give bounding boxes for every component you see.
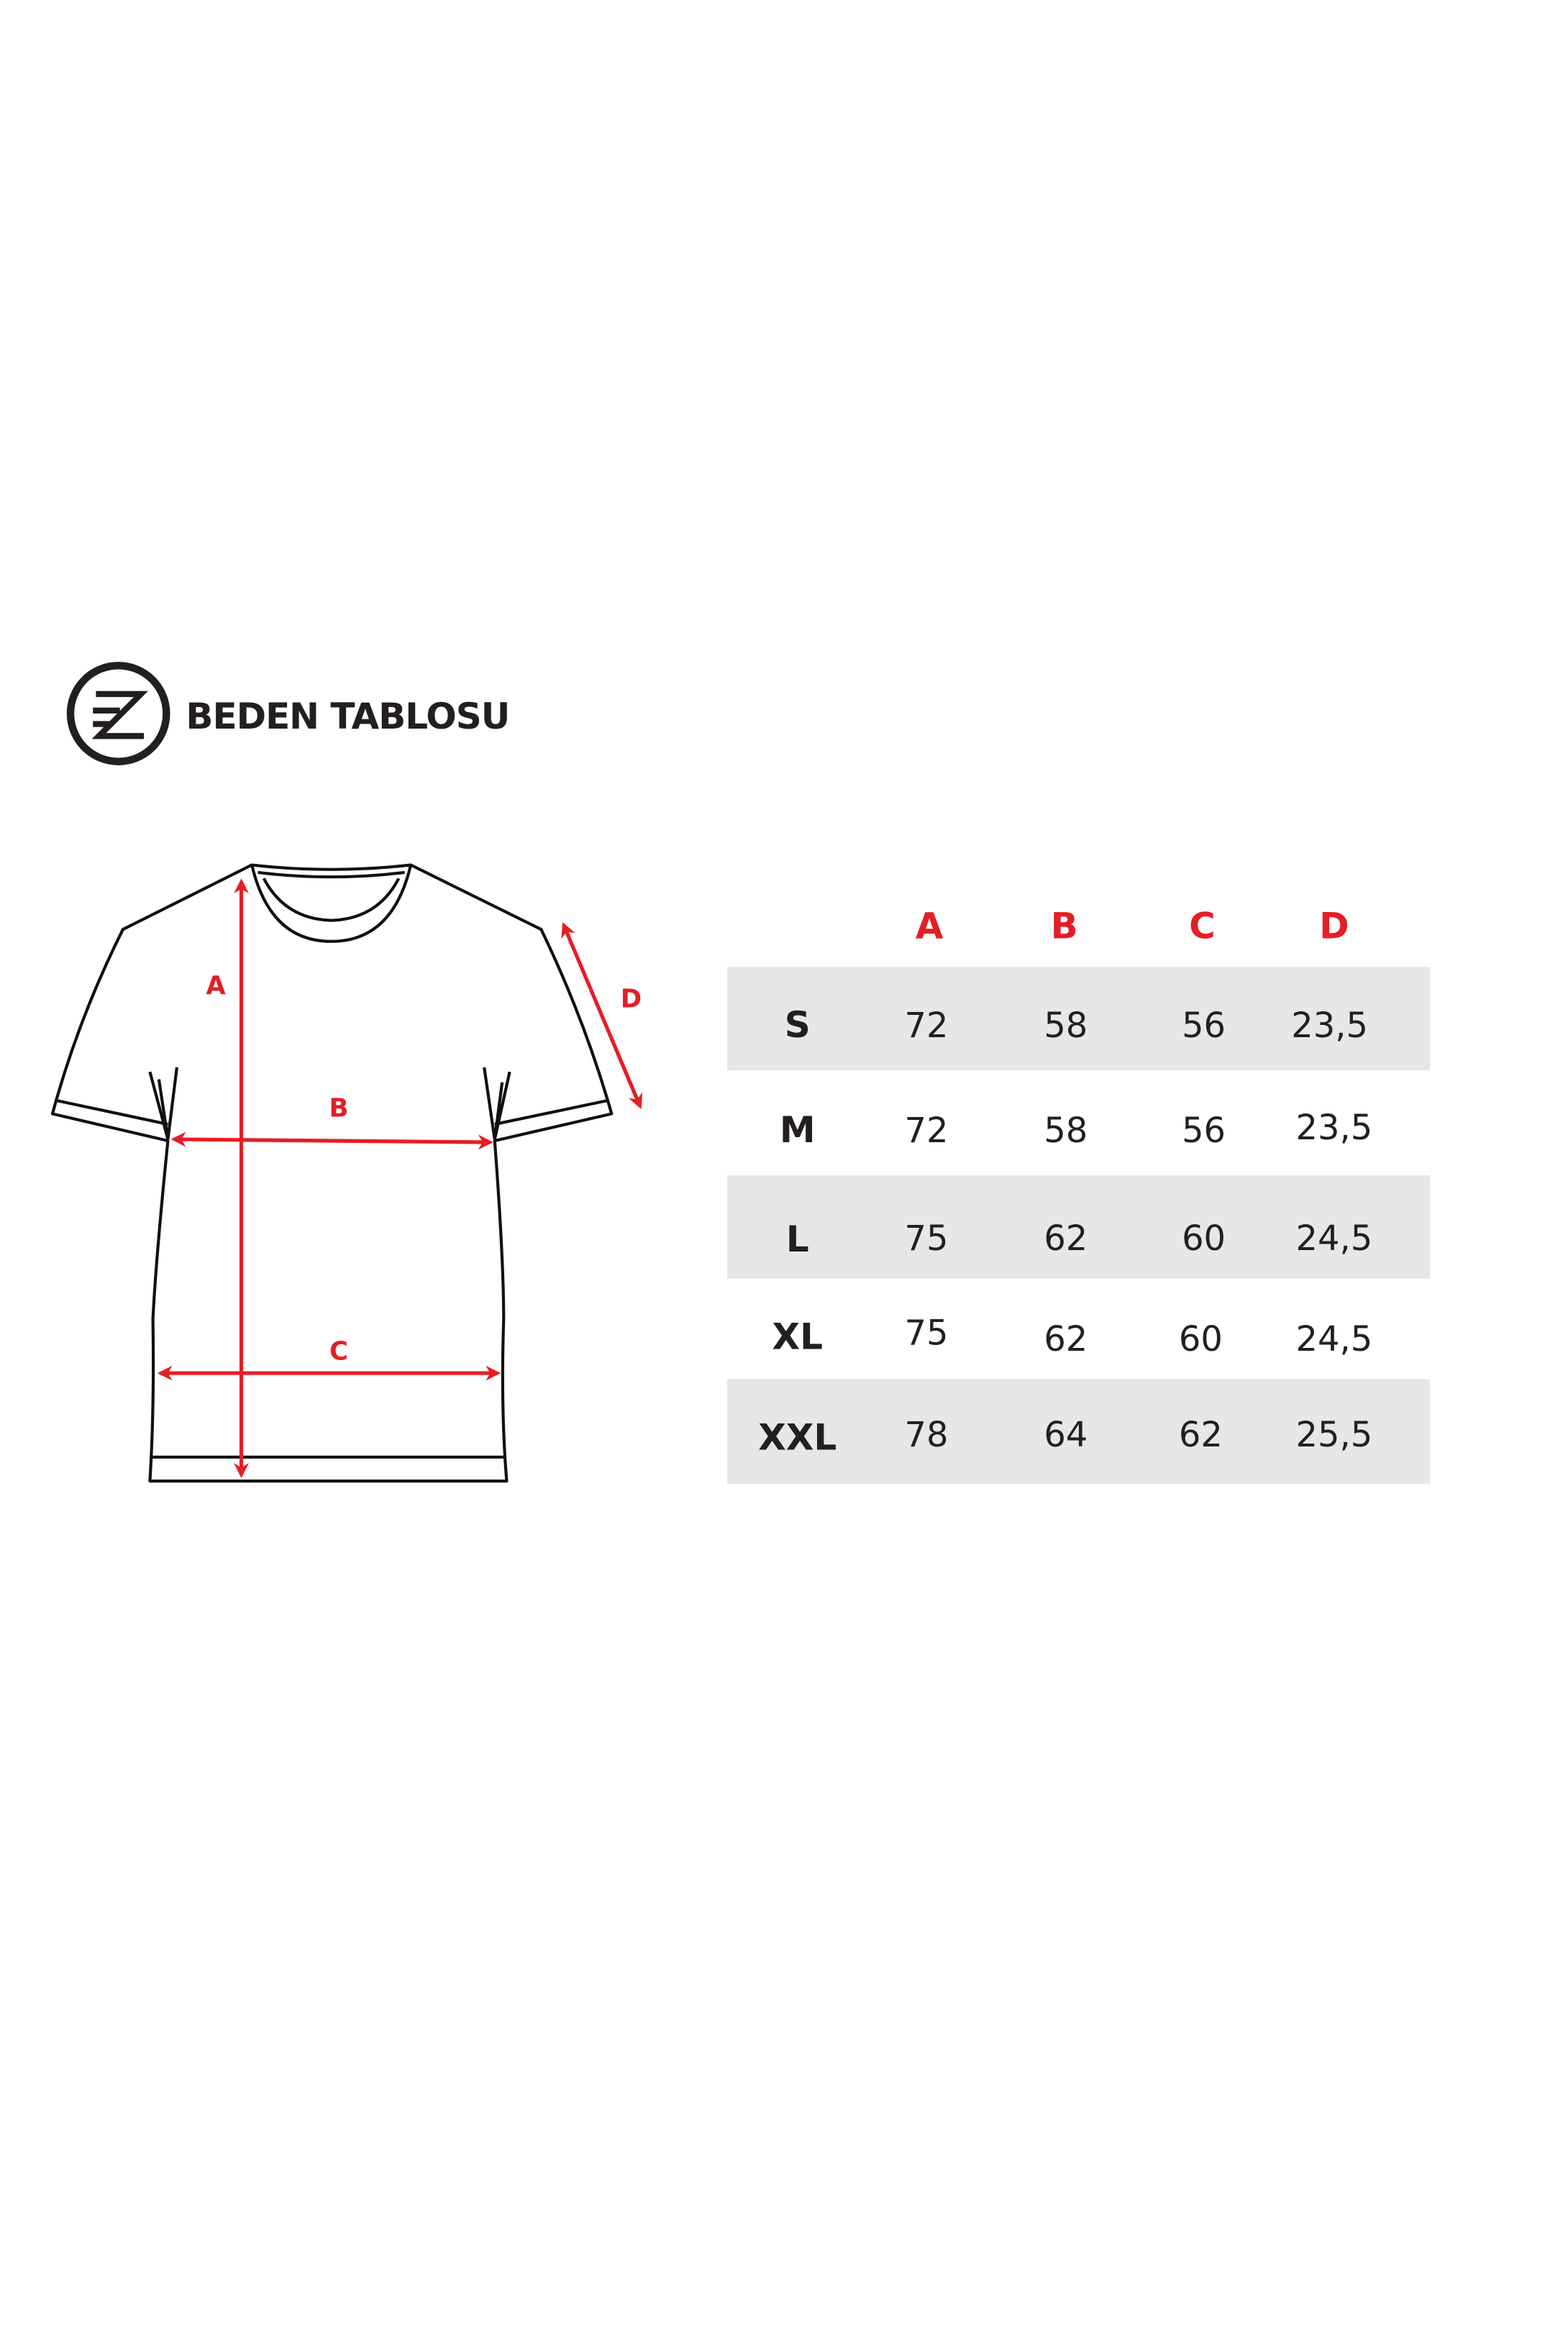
size-label: M [780, 1109, 816, 1151]
table-row: M 72 58 56 23,5 [780, 1108, 1372, 1151]
label-c: C [329, 1336, 348, 1366]
cell-b: 62 [1044, 1320, 1088, 1359]
label-a: A [206, 971, 226, 1000]
cell-b: 58 [1044, 1006, 1088, 1046]
column-header-c: C [1189, 906, 1216, 947]
arrow-d [561, 922, 643, 1109]
cell-b: 58 [1044, 1111, 1088, 1151]
size-label: XL [772, 1316, 823, 1358]
row-band [726, 967, 1431, 1071]
arrow-b [170, 1131, 493, 1150]
column-header-a: A [916, 906, 944, 947]
cell-c: 60 [1182, 1219, 1226, 1259]
cell-a: 72 [905, 1111, 949, 1151]
cell-d: 23,5 [1291, 1006, 1368, 1046]
brand-logo [66, 662, 170, 765]
tshirt-diagram [50, 863, 614, 1483]
column-header-b: B [1051, 906, 1078, 947]
cell-c: 62 [1179, 1416, 1223, 1455]
cell-d: 23,5 [1296, 1108, 1373, 1148]
cell-d: 24,5 [1296, 1320, 1373, 1359]
cell-d: 24,5 [1296, 1219, 1373, 1259]
size-label: S [785, 1004, 811, 1046]
cell-a: 72 [905, 1006, 949, 1046]
cell-a: 75 [905, 1313, 949, 1353]
table-row: XL 75 62 60 24,5 [772, 1313, 1373, 1359]
cell-c: 56 [1182, 1111, 1226, 1151]
table-header: A B C D [916, 906, 1349, 947]
row-band [726, 1175, 1431, 1279]
cell-d: 25,5 [1296, 1416, 1373, 1455]
size-label: XXL [758, 1416, 837, 1458]
size-label: L [786, 1218, 809, 1260]
table-row: L 75 62 60 24,5 [786, 1218, 1372, 1260]
cell-b: 64 [1044, 1416, 1088, 1455]
cell-c: 56 [1182, 1006, 1226, 1046]
label-d: D [621, 985, 642, 1014]
label-b: B [329, 1094, 349, 1123]
cell-c: 60 [1179, 1320, 1223, 1359]
table-row: S 72 58 56 23,5 [785, 1004, 1368, 1046]
row-band [726, 1379, 1431, 1485]
column-header-d: D [1319, 906, 1349, 947]
measurement-arrows: A B C D [157, 878, 643, 1478]
page-title: BEDEN TABLOSU [186, 696, 509, 737]
cell-a: 75 [905, 1219, 949, 1259]
cell-a: 78 [905, 1416, 949, 1455]
cell-b: 62 [1044, 1219, 1088, 1259]
size-table: A B C D S 72 58 56 23,5 M 72 58 56 23,5 … [726, 906, 1431, 1485]
table-row: XXL 78 64 62 25,5 [758, 1416, 1372, 1458]
